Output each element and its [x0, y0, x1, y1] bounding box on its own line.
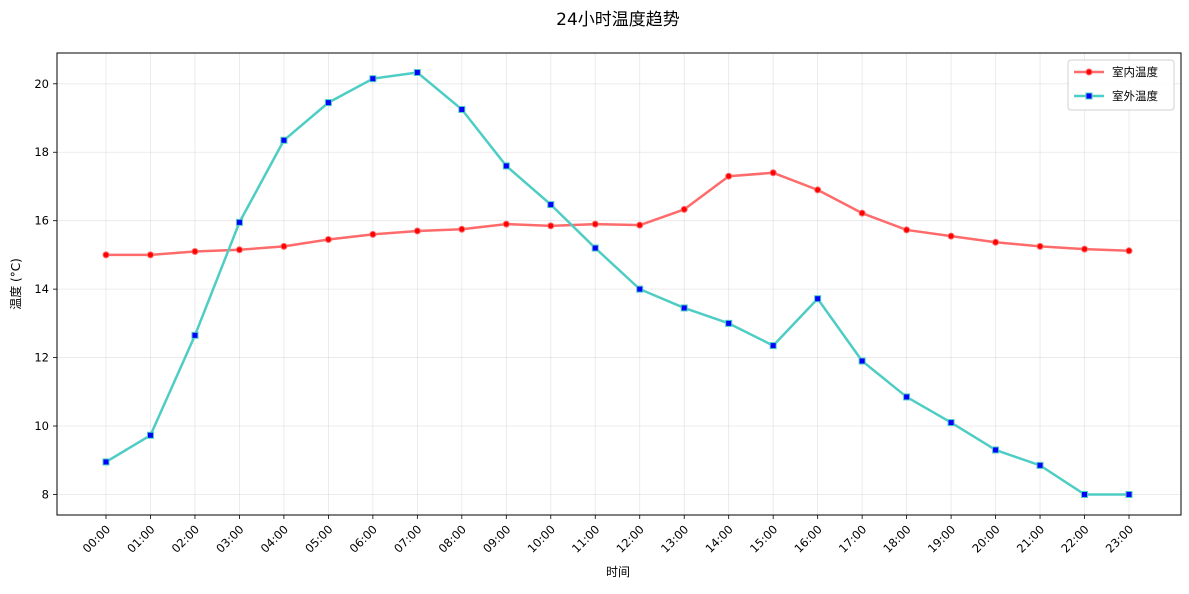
data-point-indoor	[235, 246, 243, 254]
data-point-outdoor	[725, 319, 733, 327]
data-point-outdoor	[903, 393, 911, 401]
y-tick-label: 10	[34, 419, 49, 433]
data-point-outdoor	[280, 136, 288, 144]
data-point-outdoor	[502, 162, 510, 170]
data-point-outdoor	[680, 304, 688, 312]
data-point-indoor	[191, 247, 199, 255]
data-point-indoor	[858, 209, 866, 217]
y-tick-label: 8	[42, 487, 49, 501]
data-point-indoor	[102, 251, 110, 259]
data-point-indoor	[1036, 242, 1044, 250]
data-point-indoor	[146, 251, 154, 259]
legend-marker-outdoor	[1085, 92, 1093, 100]
data-point-indoor	[636, 221, 644, 229]
data-point-outdoor	[102, 458, 110, 466]
data-point-outdoor	[547, 201, 555, 209]
legend-label-outdoor: 室外温度	[1112, 89, 1158, 103]
y-tick-label: 20	[34, 77, 49, 91]
legend-label-indoor: 室内温度	[1112, 65, 1158, 79]
data-point-indoor	[1081, 245, 1089, 253]
data-point-indoor	[769, 169, 777, 177]
data-point-indoor	[1125, 247, 1133, 255]
x-axis-label: 时间	[606, 565, 630, 579]
y-axis-label: 温度 (°C)	[8, 258, 23, 310]
data-point-indoor	[458, 225, 466, 233]
data-point-indoor	[502, 220, 510, 228]
series-line-outdoor	[105, 71, 1129, 496]
y-tick-label: 12	[34, 351, 49, 365]
data-point-indoor	[547, 222, 555, 230]
data-point-outdoor	[769, 342, 777, 350]
data-point-indoor	[725, 172, 733, 180]
data-point-outdoor	[636, 285, 644, 293]
series-group	[102, 69, 1133, 498]
y-tick-label: 14	[34, 282, 49, 296]
data-point-indoor	[680, 205, 688, 213]
data-point-outdoor	[146, 431, 154, 439]
data-point-outdoor	[413, 69, 421, 77]
data-point-outdoor	[591, 244, 599, 252]
plot-frame	[56, 52, 1182, 516]
data-point-indoor	[413, 227, 421, 235]
data-point-outdoor	[1081, 490, 1089, 498]
data-point-outdoor	[1036, 461, 1044, 469]
data-point-outdoor	[992, 446, 1000, 454]
data-point-indoor	[280, 242, 288, 250]
data-point-outdoor	[1125, 490, 1133, 498]
y-tick-label: 18	[34, 145, 49, 159]
series-line-indoor	[106, 171, 1130, 257]
data-point-outdoor	[369, 75, 377, 83]
legend: 室内温度 室外温度	[1067, 59, 1175, 111]
chart-title: 24小时温度趋势	[556, 10, 680, 30]
data-point-outdoor	[858, 357, 866, 365]
data-point-outdoor	[235, 218, 243, 226]
data-point-indoor	[814, 186, 822, 194]
data-point-outdoor	[324, 99, 332, 107]
data-point-indoor	[324, 236, 332, 244]
data-point-indoor	[947, 232, 955, 240]
grid-lines	[57, 53, 1181, 515]
data-point-outdoor	[458, 105, 466, 113]
legend-marker-indoor	[1085, 68, 1093, 76]
data-point-indoor	[591, 220, 599, 228]
data-point-indoor	[369, 230, 377, 238]
data-point-outdoor	[814, 295, 822, 303]
y-tick-label: 16	[34, 214, 49, 228]
data-point-outdoor	[947, 419, 955, 427]
data-point-indoor	[903, 226, 911, 234]
data-point-indoor	[992, 238, 1000, 246]
data-point-outdoor	[191, 331, 199, 339]
